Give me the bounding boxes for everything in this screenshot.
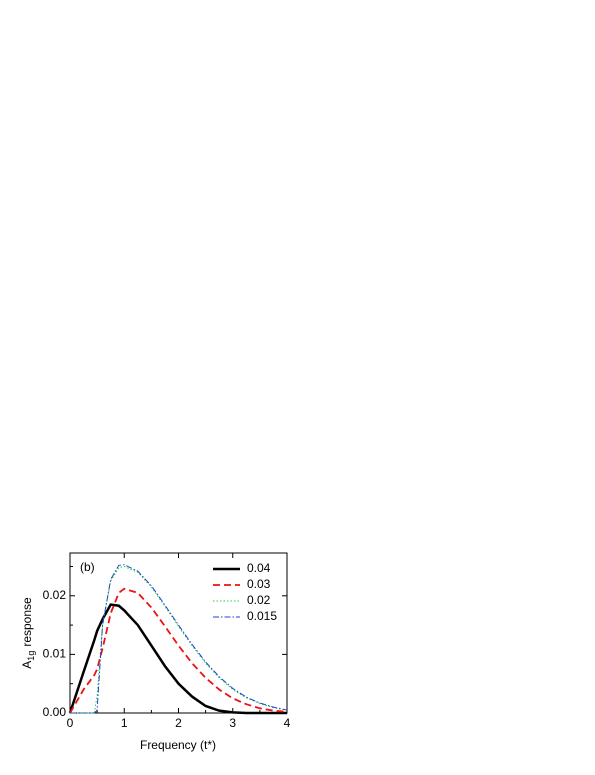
series-line <box>70 565 288 714</box>
annotation: (b) <box>80 560 95 574</box>
y-label-main: A <box>20 661 34 669</box>
y-tick-label: 0.00 <box>43 705 67 719</box>
x-axis-label: Frequency (t*) <box>140 738 216 752</box>
y-tick-label: 0.02 <box>43 588 67 602</box>
y-label-sub: 1g <box>26 651 36 661</box>
y-label-text: A1g response <box>20 597 36 669</box>
x-tick-label: 3 <box>229 716 236 730</box>
legend-label: 0.015 <box>247 609 277 623</box>
x-tick-label: 0 <box>67 716 74 730</box>
legend-label: 0.03 <box>247 577 271 591</box>
x-tick-label: 2 <box>175 716 182 730</box>
legend-label: 0.02 <box>247 593 271 607</box>
y-tick-label: 0.01 <box>43 647 67 661</box>
legend-label: 0.04 <box>247 561 271 575</box>
x-tick-label: 4 <box>284 716 291 730</box>
series-line <box>69 587 288 714</box>
series-line <box>68 603 287 715</box>
y-label-rest: response <box>20 597 34 647</box>
x-tick-label: 1 <box>121 716 128 730</box>
y-axis-label: A1g response <box>20 597 36 669</box>
series-line <box>70 564 288 714</box>
